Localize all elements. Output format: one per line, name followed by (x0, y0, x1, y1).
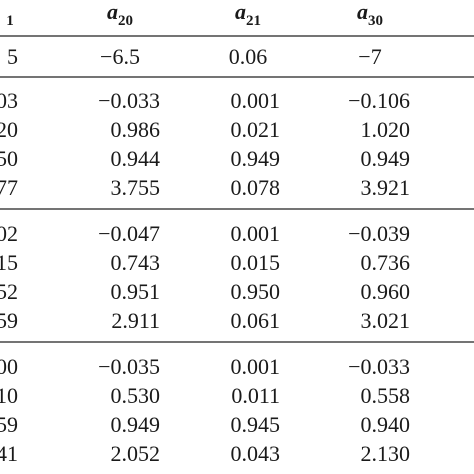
table-cell: 0.015 (231, 250, 281, 275)
table-cell: 3.021 (361, 308, 411, 333)
table-cell: −0.039 (348, 221, 410, 246)
table-cell: 0.001 (231, 221, 281, 246)
table-cell: −0.106 (348, 88, 410, 113)
table-cell: 0.736 (361, 250, 411, 275)
table-cell: 0.001 (231, 354, 281, 379)
table-cell: 0.043 (231, 441, 281, 466)
column-header: a21 (235, 0, 261, 29)
header-subscript: 30 (368, 13, 383, 29)
header-subscript: 1 (6, 13, 14, 29)
header-symbol: a (235, 0, 246, 24)
table-cell: 03 (0, 88, 18, 113)
table-cell: 0.021 (231, 117, 281, 142)
table-cell: 20 (0, 117, 18, 142)
table-cell: 3.921 (361, 175, 411, 200)
table-cell: 0.949 (111, 412, 161, 437)
true-value: −7 (358, 44, 381, 69)
table-cell: 59 (0, 308, 18, 333)
table-cell: −0.047 (98, 221, 160, 246)
table-cell: 2.130 (361, 441, 411, 466)
table-cell: −0.033 (348, 354, 410, 379)
table-cell: 52 (0, 279, 18, 304)
table-cell: 2.911 (111, 308, 160, 333)
true-value: 0.06 (229, 44, 268, 69)
table-cell: 77 (0, 175, 18, 200)
table-cell: 0.530 (111, 383, 161, 408)
table-cell: 15 (0, 250, 18, 275)
table-cell: 00 (0, 354, 18, 379)
column-header: a30 (357, 0, 383, 29)
true-value: 5 (7, 44, 18, 69)
table-cell: 0.949 (361, 146, 411, 171)
table-cell: 0.950 (231, 279, 281, 304)
header-symbol: a (357, 0, 368, 24)
table-cell: 0.940 (361, 412, 411, 437)
table-cell: 59 (0, 412, 18, 437)
table-cell: 50 (0, 146, 18, 171)
table-cell: 0.949 (231, 146, 281, 171)
header-subscript: 20 (118, 13, 133, 29)
table-cell: 0.944 (111, 146, 161, 171)
table-cell: 0.951 (111, 279, 161, 304)
header-symbol: a (107, 0, 118, 24)
header-subscript: 21 (246, 13, 261, 29)
table-cell: 10 (0, 383, 18, 408)
true-value: −6.5 (100, 44, 140, 69)
table-cell: −0.033 (98, 88, 160, 113)
table-cell: 0.558 (361, 383, 411, 408)
table-cell: 0.001 (231, 88, 281, 113)
table-cell: 0.743 (111, 250, 161, 275)
table-cell: 3.755 (111, 175, 161, 200)
table-cell: −0.035 (98, 354, 160, 379)
table-cell: 0.945 (231, 412, 281, 437)
table-cell: 0.960 (361, 279, 411, 304)
column-header: a20 (107, 0, 133, 29)
table-cell: 02 (0, 221, 18, 246)
table-cell: 2.052 (111, 441, 161, 466)
table-cell: 41 (0, 441, 18, 466)
table-cell: 0.011 (231, 383, 280, 408)
table-cell: 0.061 (231, 308, 281, 333)
table-cell: 0.078 (231, 175, 281, 200)
table-cell: 0.986 (111, 117, 161, 142)
column-header: 1 (6, 13, 14, 29)
table-cell: 1.020 (361, 117, 411, 142)
